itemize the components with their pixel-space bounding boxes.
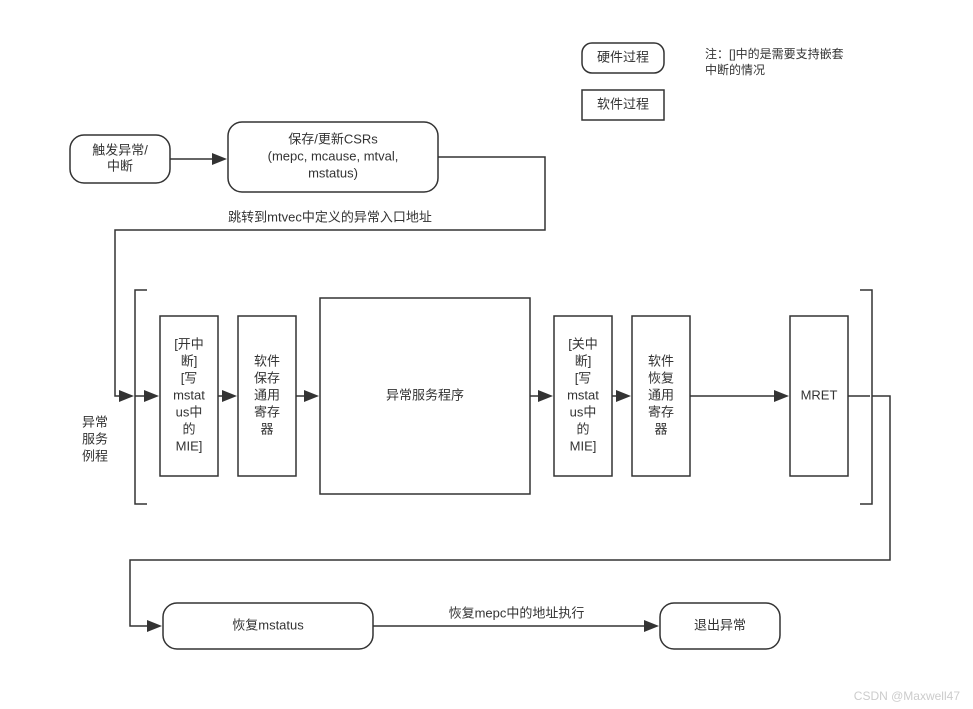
svg-text:异常服务程序: 异常服务程序 bbox=[386, 387, 464, 402]
svg-text:退出异常: 退出异常 bbox=[694, 617, 746, 632]
bracket-left bbox=[135, 290, 147, 504]
svg-text:mstatus): mstatus) bbox=[308, 165, 358, 180]
svg-text:[写: [写 bbox=[575, 370, 592, 385]
svg-text:保存/更新CSRs: 保存/更新CSRs bbox=[288, 131, 378, 146]
svg-text:寄存: 寄存 bbox=[648, 404, 674, 419]
svg-text:例程: 例程 bbox=[82, 448, 108, 463]
edge-label-mepc: 恢复mepc中的地址执行 bbox=[449, 605, 585, 620]
flowchart-svg: 硬件过程软件过程 注：[]中的是需要支持嵌套中断的情况触发异常/中断 保存/更新CS… bbox=[0, 0, 973, 709]
svg-text:软件: 软件 bbox=[648, 353, 674, 368]
svg-text:寄存: 寄存 bbox=[254, 404, 280, 419]
svg-text:(mepc, mcause, mtval,: (mepc, mcause, mtval, bbox=[268, 148, 399, 163]
edge-label-mtvec: 跳转到mtvec中定义的异常入口地址 bbox=[228, 209, 432, 224]
legend-note: 中断的情况 bbox=[705, 62, 765, 77]
svg-text:服务: 服务 bbox=[82, 431, 108, 446]
svg-text:MIE]: MIE] bbox=[176, 438, 203, 453]
svg-text:软件: 软件 bbox=[254, 353, 280, 368]
svg-text:[开中: [开中 bbox=[174, 336, 204, 351]
svg-text:us中: us中 bbox=[176, 404, 203, 419]
svg-text:恢复mstatus: 恢复mstatus bbox=[232, 617, 304, 632]
svg-text:MRET: MRET bbox=[801, 387, 838, 402]
svg-text:器: 器 bbox=[260, 421, 273, 436]
svg-text:通用: 通用 bbox=[254, 387, 280, 402]
svg-text:[写: [写 bbox=[181, 370, 198, 385]
svg-text:通用: 通用 bbox=[648, 387, 674, 402]
svg-text:us中: us中 bbox=[570, 404, 597, 419]
svg-text:触发异常/: 触发异常/ bbox=[92, 142, 148, 157]
svg-text:mstat: mstat bbox=[173, 387, 205, 402]
svg-text:器: 器 bbox=[654, 421, 667, 436]
watermark: CSDN @Maxwell47 bbox=[854, 689, 961, 703]
svg-text:恢复: 恢复 bbox=[648, 370, 674, 385]
svg-text:mstat: mstat bbox=[567, 387, 599, 402]
svg-text:MIE]: MIE] bbox=[570, 438, 597, 453]
svg-text:的: 的 bbox=[576, 421, 589, 436]
svg-text:软件过程: 软件过程 bbox=[597, 96, 649, 111]
svg-text:中断: 中断 bbox=[107, 158, 133, 173]
svg-text:[关中: [关中 bbox=[568, 336, 598, 351]
svg-text:断]: 断] bbox=[181, 353, 198, 368]
svg-text:异常: 异常 bbox=[82, 414, 108, 429]
svg-text:保存: 保存 bbox=[254, 370, 280, 385]
bracket-right bbox=[860, 290, 872, 504]
svg-text:的: 的 bbox=[182, 421, 195, 436]
svg-text:硬件过程: 硬件过程 bbox=[597, 49, 649, 64]
legend-note: 注：[]中的是需要支持嵌套 bbox=[705, 46, 844, 61]
svg-text:断]: 断] bbox=[575, 353, 592, 368]
